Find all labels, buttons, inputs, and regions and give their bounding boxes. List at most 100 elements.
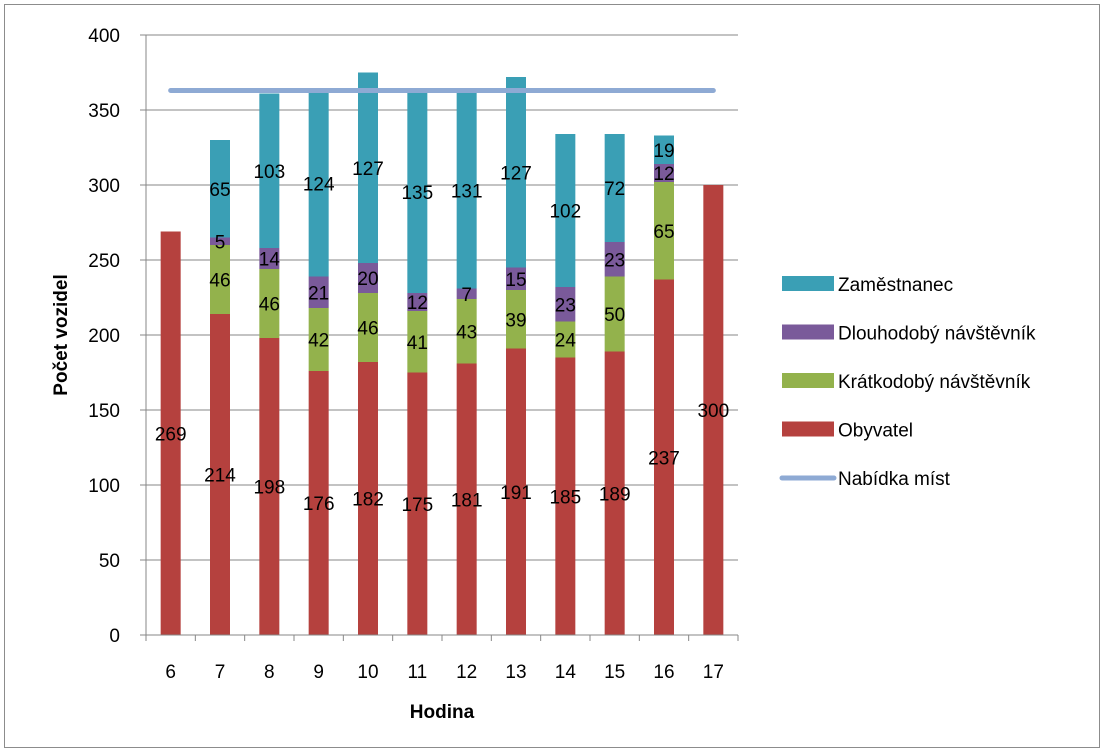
legend-swatch bbox=[782, 373, 834, 388]
kratkodoby-bar bbox=[654, 182, 674, 280]
dlouhodoby-bar bbox=[456, 288, 477, 299]
obyvatel-bar bbox=[703, 185, 724, 635]
x-tick-label: 7 bbox=[215, 662, 226, 683]
obyvatel-bar bbox=[456, 363, 477, 635]
data-label: 124 bbox=[303, 175, 335, 196]
y-axis-title: Počet vozidel bbox=[51, 274, 72, 395]
y-tick-label: 350 bbox=[88, 101, 120, 122]
dlouhodoby-bar bbox=[604, 242, 625, 277]
y-tick-label: 250 bbox=[88, 251, 120, 272]
data-label: 21 bbox=[308, 283, 329, 304]
chart-frame bbox=[4, 4, 1100, 748]
data-label: 72 bbox=[604, 179, 625, 200]
axes: 0 50 100 150 200 250 300 350 400 6 7 8 9 10 11 12 13 1 4 1 5… bbox=[88, 26, 739, 683]
data-label: 185 bbox=[549, 487, 581, 508]
legend: Zaměstnanec Dlouhodobý návštěvník Krátkodo… bbox=[779, 275, 1036, 490]
data-label: 23 bbox=[604, 250, 625, 271]
kratkodoby-bar bbox=[555, 321, 576, 358]
gridlines bbox=[146, 34, 738, 561]
data-label: 182 bbox=[352, 490, 384, 511]
data-label: 189 bbox=[599, 484, 631, 505]
dlouhodoby-bar bbox=[308, 276, 329, 308]
kratkodoby-bar bbox=[604, 276, 625, 352]
data-label: 127 bbox=[500, 163, 532, 184]
y-tick-label: 300 bbox=[88, 176, 120, 197]
data-label: 46 bbox=[209, 271, 230, 292]
data-label: 181 bbox=[451, 490, 483, 511]
obyvatel-bar bbox=[210, 314, 230, 635]
x-tick-label: 16 bbox=[653, 662, 674, 683]
kratkodoby-bar bbox=[456, 299, 477, 364]
legend-label: Krátkodobý návštěvník bbox=[838, 372, 1031, 393]
kratkodoby-bar bbox=[210, 245, 230, 314]
y-tick-label: 150 bbox=[88, 401, 120, 422]
zamestnanec-bar bbox=[555, 134, 576, 287]
dlouhodoby-bar bbox=[654, 164, 674, 182]
x-tick-label: 11 bbox=[407, 662, 427, 683]
obyvatel-bar bbox=[358, 362, 378, 635]
data-label: 23 bbox=[555, 295, 576, 316]
legend-swatch bbox=[782, 324, 834, 340]
data-label: 5 bbox=[215, 232, 226, 253]
zamestnanec-bar bbox=[210, 140, 230, 238]
y-tick-label: 400 bbox=[88, 26, 120, 47]
data-label: 269 bbox=[155, 424, 187, 445]
kratkodoby-bar bbox=[358, 293, 378, 362]
data-label: 237 bbox=[648, 448, 680, 469]
y-tick-label: 50 bbox=[99, 551, 120, 572]
kratkodoby-bar bbox=[506, 290, 526, 349]
data-label: 65 bbox=[209, 180, 230, 201]
legend-swatch bbox=[782, 276, 834, 291]
data-label: 127 bbox=[352, 159, 384, 180]
dlouhodoby-bar bbox=[407, 293, 428, 311]
x-tick-label: 9 bbox=[313, 662, 324, 683]
x-tick-label: 14 bbox=[555, 662, 577, 683]
data-label: 12 bbox=[407, 293, 428, 314]
obyvatel-bar bbox=[160, 231, 181, 635]
legend-label: Dlouhodobý návštěvník bbox=[838, 324, 1036, 345]
dlouhodoby-bar bbox=[358, 263, 378, 293]
zamestnanec-bar bbox=[308, 90, 329, 277]
data-label: 41 bbox=[407, 333, 428, 354]
y-tick-label: 200 bbox=[88, 326, 120, 347]
data-label: 65 bbox=[653, 222, 674, 243]
x-tick-label: 10 bbox=[357, 662, 378, 683]
data-label: 20 bbox=[357, 269, 378, 290]
legend-swatch bbox=[782, 421, 834, 437]
x-tick-label: 13 bbox=[505, 662, 526, 683]
data-label: 102 bbox=[549, 202, 581, 223]
data-label: 131 bbox=[451, 181, 483, 202]
obyvatel-bar bbox=[555, 357, 576, 635]
bars bbox=[160, 72, 724, 635]
data-label: 14 bbox=[259, 250, 281, 271]
data-label: 39 bbox=[505, 310, 526, 331]
zamestnanec-bar bbox=[654, 135, 674, 164]
data-label: 176 bbox=[303, 494, 335, 515]
legend-label: Obyvatel bbox=[838, 421, 913, 442]
obyvatel-bar bbox=[604, 351, 625, 635]
obyvatel-bar bbox=[654, 279, 674, 635]
x-tick-label: 8 bbox=[264, 662, 275, 683]
dlouhodoby-bar bbox=[259, 248, 280, 269]
dlouhodoby-bar bbox=[506, 267, 526, 290]
zamestnanec-bar bbox=[407, 90, 428, 293]
kratkodoby-bar bbox=[259, 269, 280, 338]
data-labels: 269 214 46 5 65 198 46 14 103 176 42 21 124 182 46 20 12… bbox=[155, 141, 729, 516]
kratkodoby-bar bbox=[308, 308, 329, 371]
x-tick-label: 12 bbox=[456, 662, 477, 683]
data-label: 300 bbox=[697, 401, 729, 422]
x-tick-label: 17 bbox=[703, 662, 724, 683]
y-tick-label: 100 bbox=[88, 476, 120, 497]
data-label: 46 bbox=[357, 319, 378, 340]
data-label: 42 bbox=[308, 331, 329, 352]
zamestnanec-bar bbox=[456, 92, 477, 289]
y-tick-label: 0 bbox=[109, 626, 120, 647]
zamestnanec-bar bbox=[604, 134, 625, 242]
data-label: 50 bbox=[604, 305, 625, 326]
data-label: 103 bbox=[253, 162, 285, 183]
zamestnanec-bar bbox=[259, 93, 280, 248]
data-label: 19 bbox=[653, 141, 674, 162]
x-tick-label: 6 bbox=[165, 662, 176, 683]
legend-label: Zaměstnanec bbox=[838, 275, 953, 296]
